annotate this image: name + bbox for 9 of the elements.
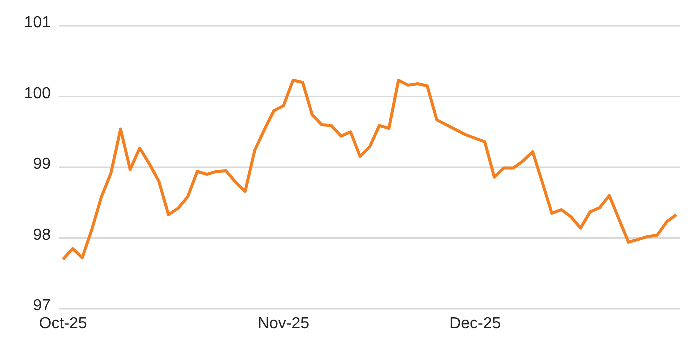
y-tick-label: 98 [33, 226, 52, 244]
y-tick-label: 100 [24, 85, 52, 102]
y-tick-label: 101 [24, 14, 52, 32]
x-tick-label: Oct-25 [39, 315, 88, 332]
x-tick-label: Dec-25 [450, 315, 502, 332]
line-series [62, 78, 678, 261]
y-tick-label: 97 [33, 298, 52, 315]
x-tick-label: Nov-25 [258, 315, 310, 332]
y-tick-label: 99 [33, 156, 52, 174]
